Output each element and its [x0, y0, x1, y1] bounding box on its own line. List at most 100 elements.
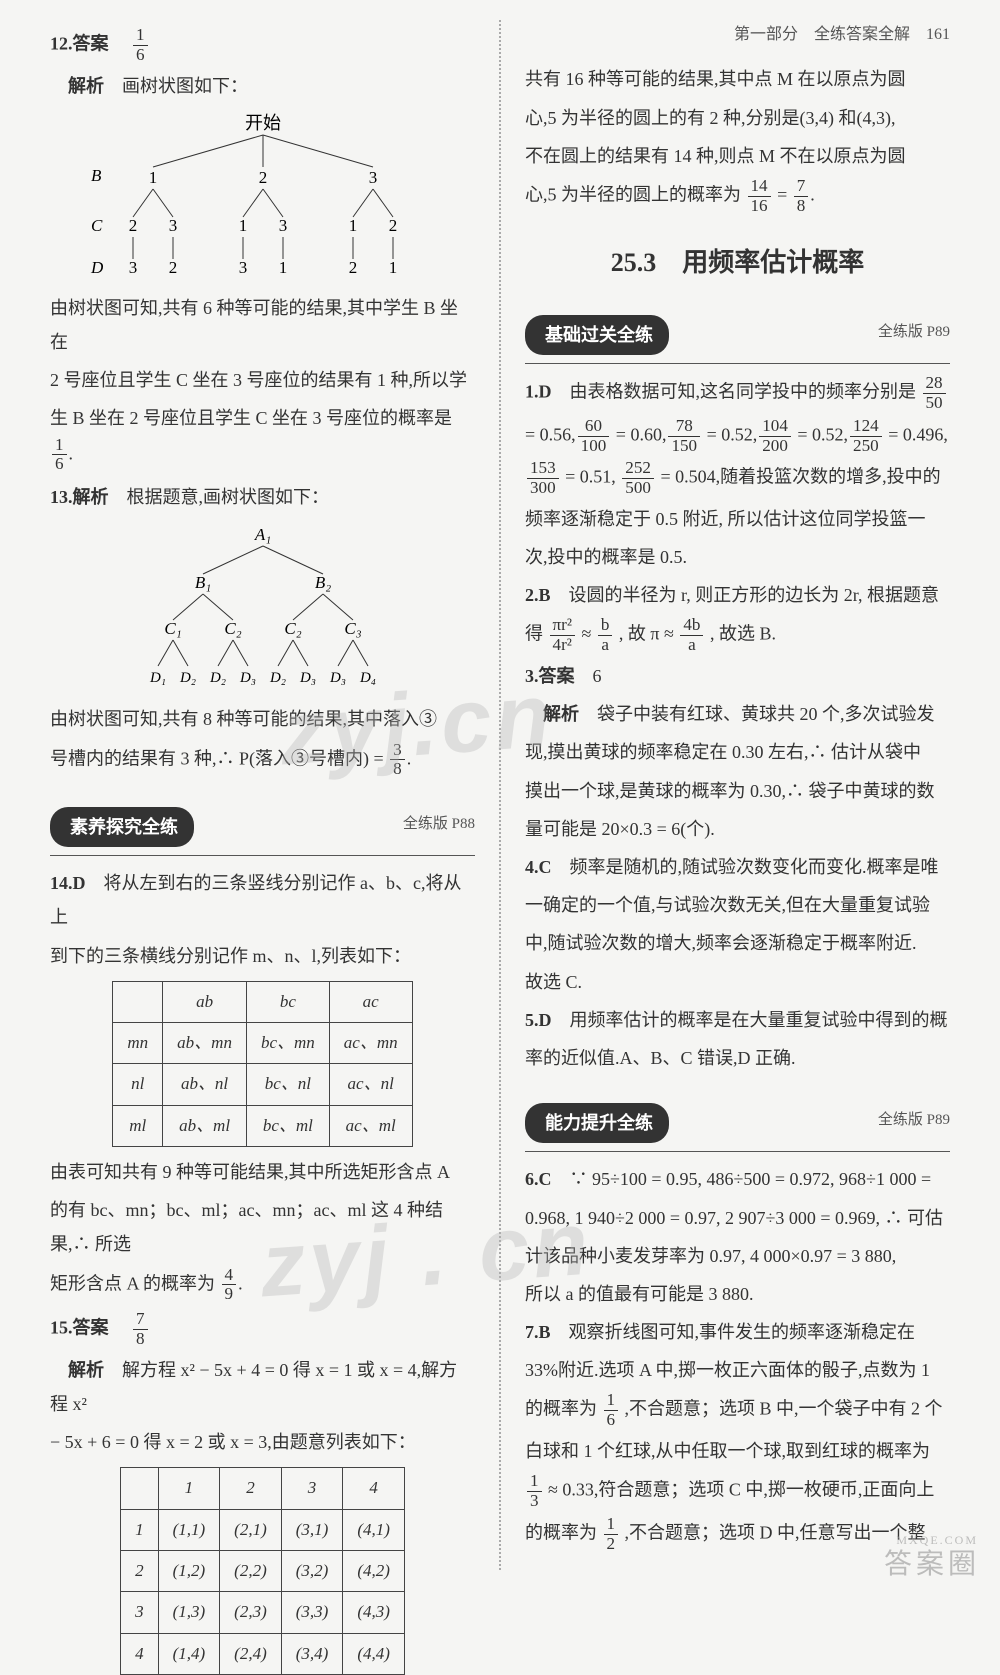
- q2-text: 2.B 设圆的半径为 r, 则正方形的边长为 2r, 根据题意: [525, 578, 950, 612]
- svg-text:B₂: B₂: [314, 573, 330, 592]
- q14-text: 的有 bc、mn；bc、ml；ac、mn；ac、ml 这 4 种结果,∴ 所选: [50, 1193, 475, 1261]
- q14-table: abbcac mnab、mnbc、mnac、mn nlab、nlbc、nlac、…: [112, 981, 412, 1147]
- svg-text:3: 3: [238, 258, 247, 277]
- q6-text: 0.968, 1 940÷2 000 = 0.97, 2 907÷3 000 =…: [525, 1201, 950, 1235]
- svg-text:1: 1: [148, 168, 157, 187]
- svg-text:C₂: C₂: [284, 619, 301, 638]
- page-ref: 全练版 P88: [403, 810, 475, 839]
- section-badge: 能力提升全练: [525, 1103, 669, 1143]
- q13-text: 由树状图可知,共有 8 种等可能的结果,其中落入③: [50, 702, 475, 736]
- q15-answer: 15.答案 78: [50, 1310, 475, 1349]
- q4-text: 4.C 频率是随机的,随试验次数变化而变化.概率是唯: [525, 850, 950, 884]
- top-text: 心,5 为半径的圆上的有 2 种,分别是(3,4) 和(4,3),: [525, 101, 950, 135]
- top-text: 不在圆上的结果有 14 种,则点 M 不在以原点为圆: [525, 139, 950, 173]
- q13-text: 号槽内的结果有 3 种,∴ P(落入③号槽内) = 38.: [50, 741, 475, 780]
- svg-text:D₁: D₁: [148, 670, 165, 686]
- section-badge: 基础过关全练: [525, 315, 669, 355]
- svg-text:2: 2: [388, 216, 397, 235]
- q13-label: 13.解析 根据题意,画树状图如下：: [50, 480, 475, 514]
- svg-text:D₄: D₄: [358, 670, 375, 686]
- svg-text:2: 2: [128, 216, 137, 235]
- q7-text: 7.B 观察折线图可知,事件发生的频率逐渐稳定在: [525, 1315, 950, 1349]
- page-ref: 全练版 P89: [878, 318, 950, 347]
- q7-text: 33%附近.选项 A 中,掷一枚正六面体的骰子,点数为 1: [525, 1353, 950, 1387]
- q5-text: 率的近似值.A、B、C 错误,D 正确.: [525, 1041, 950, 1075]
- svg-text:D₃: D₃: [328, 670, 345, 686]
- svg-text:1: 1: [278, 258, 287, 277]
- q4-text: 中,随试验次数的增大,频率会逐渐稳定于概率附近.: [525, 926, 950, 960]
- q2-text: 得 πr²4r² ≈ ba , 故 π ≈ 4ba , 故选 B.: [525, 616, 950, 655]
- q7-text: 的概率为 16 ,不合题意；选项 B 中,一个袋子中有 2 个: [525, 1391, 950, 1430]
- q5-text: 5.D 用频率估计的概率是在大量重复试验中得到的概: [525, 1003, 950, 1037]
- q15-table: 1234 1(1,1)(2,1)(3,1)(4,1) 2(1,2)(2,2)(3…: [120, 1467, 405, 1674]
- section-badge-row: 素养探究全练 全练版 P88: [50, 793, 475, 856]
- q6-text: 所以 a 的值最有可能是 3 880.: [525, 1277, 950, 1311]
- q13-tree-diagram: A₁ B₁ B₂ C₁ C₂ C₂ C₃ D₁ D₂ D₂ D₃ D₂ D₃ D₃ D₄: [50, 522, 475, 692]
- q12-answer: 12.答案 16: [50, 26, 475, 65]
- section-badge-row: 能力提升全练 全练版 P89: [525, 1089, 950, 1152]
- q14-text: 到下的三条横线分别记作 m、n、l,列表如下：: [50, 939, 475, 973]
- q1-text: 153300 = 0.51, 252500 = 0.504,随着投篮次数的增多,…: [525, 459, 950, 498]
- svg-text:D₃: D₃: [238, 670, 255, 686]
- section-badge: 素养探究全练: [50, 807, 194, 847]
- svg-text:1: 1: [238, 216, 247, 235]
- svg-text:2: 2: [348, 258, 357, 277]
- q12-tree-diagram: 开始 B 1 2 3 C 2 3 1 3 1 2 D 3 2 3 1 2 1: [50, 111, 475, 281]
- svg-text:开始: 开始: [245, 113, 281, 133]
- top-text: 心,5 为半径的圆上的概率为 1416 = 78.: [525, 177, 950, 216]
- q4-text: 一确定的一个值,与试验次数无关,但在大量重复试验: [525, 888, 950, 922]
- left-column: 12.答案 16 解析 画树状图如下： 开始 B 1 2 3 C 2 3 1 3 1 2: [40, 20, 497, 1570]
- page-header: 第一部分 全练答案全解 161: [525, 20, 950, 50]
- svg-text:3: 3: [168, 216, 177, 235]
- q7-text: 13 ≈ 0.33,符合题意；选项 C 中,掷一枚硬币,正面向上: [525, 1472, 950, 1511]
- q3-text: 摸出一个球,是黄球的概率为 0.30,∴ 袋子中黄球的数: [525, 774, 950, 808]
- q4-text: 故选 C.: [525, 965, 950, 999]
- svg-text:B: B: [91, 166, 102, 185]
- column-divider: [499, 20, 501, 1570]
- q6-text: 6.C ∵ 95÷100 = 0.95, 486÷500 = 0.972, 96…: [525, 1162, 950, 1196]
- q12-text: 2 号座位且学生 C 坐在 3 号座位的结果有 1 种,所以学: [50, 363, 475, 397]
- q7-text: 白球和 1 个红球,从中任取一个球,取到红球的概率为: [525, 1434, 950, 1468]
- svg-text:3: 3: [278, 216, 287, 235]
- svg-text:2: 2: [168, 258, 177, 277]
- q12-text: 生 B 坐在 2 号座位且学生 C 坐在 3 号座位的概率是 16.: [50, 401, 475, 474]
- q3-text: 解析 袋子中装有红球、黄球共 20 个,多次试验发: [525, 697, 950, 731]
- page-ref: 全练版 P89: [878, 1106, 950, 1135]
- section-badge-row: 基础过关全练 全练版 P89: [525, 301, 950, 364]
- q14-text: 由表可知共有 9 种等可能结果,其中所选矩形含点 A: [50, 1155, 475, 1189]
- q1-text: = 0.56,60100 = 0.60,78150 = 0.52,104200 …: [525, 417, 950, 456]
- svg-text:3: 3: [368, 168, 377, 187]
- q15-text: − 5x + 6 = 0 得 x = 2 或 x = 3,由题意列表如下：: [50, 1425, 475, 1459]
- top-text: 共有 16 种等可能的结果,其中点 M 在以原点为圆: [525, 62, 950, 96]
- svg-text:D₂: D₂: [208, 670, 225, 686]
- svg-text:D₃: D₃: [298, 670, 315, 686]
- q12-analysis-label: 解析 画树状图如下：: [50, 69, 475, 103]
- section-title: 25.3 用频率估计概率: [525, 238, 950, 287]
- svg-text:C: C: [91, 216, 103, 235]
- svg-text:D: D: [90, 258, 104, 277]
- footer-logo: 答案圈: [884, 1537, 980, 1590]
- q14-text: 矩形含点 A 的概率为 49.: [50, 1266, 475, 1305]
- page-container: 12.答案 16 解析 画树状图如下： 开始 B 1 2 3 C 2 3 1 3 1 2: [0, 0, 1000, 1600]
- q6-text: 计该品种小麦发芽率为 0.97, 4 000×0.97 = 3 880,: [525, 1239, 950, 1273]
- svg-text:D₂: D₂: [268, 670, 285, 686]
- svg-text:2: 2: [258, 168, 267, 187]
- q3-text: 3.答案 6: [525, 659, 950, 693]
- svg-text:D₂: D₂: [178, 670, 195, 686]
- svg-text:A₁: A₁: [253, 525, 270, 544]
- q1-text: 频率逐渐稳定于 0.5 附近, 所以估计这位同学投篮一: [525, 502, 950, 536]
- q1-text: 1.D 由表格数据可知,这名同学投中的频率分别是 2850: [525, 374, 950, 413]
- svg-text:C₁: C₁: [164, 619, 181, 638]
- svg-text:B₁: B₁: [194, 573, 210, 592]
- right-column: 第一部分 全练答案全解 161 共有 16 种等可能的结果,其中点 M 在以原点…: [503, 20, 960, 1570]
- svg-text:C₃: C₃: [344, 619, 361, 638]
- q3-text: 量可能是 20×0.3 = 6(个).: [525, 812, 950, 846]
- svg-text:1: 1: [388, 258, 397, 277]
- q15-analysis: 解析 解方程 x² − 5x + 4 = 0 得 x = 1 或 x = 4,解…: [50, 1353, 475, 1421]
- svg-text:C₂: C₂: [224, 619, 241, 638]
- q3-text: 现,摸出黄球的频率稳定在 0.30 左右,∴ 估计从袋中: [525, 735, 950, 769]
- svg-text:3: 3: [128, 258, 137, 277]
- svg-text:1: 1: [348, 216, 357, 235]
- q1-text: 次,投中的概率是 0.5.: [525, 540, 950, 574]
- q14-label: 14.D 将从左到右的三条竖线分别记作 a、b、c,将从上: [50, 866, 475, 934]
